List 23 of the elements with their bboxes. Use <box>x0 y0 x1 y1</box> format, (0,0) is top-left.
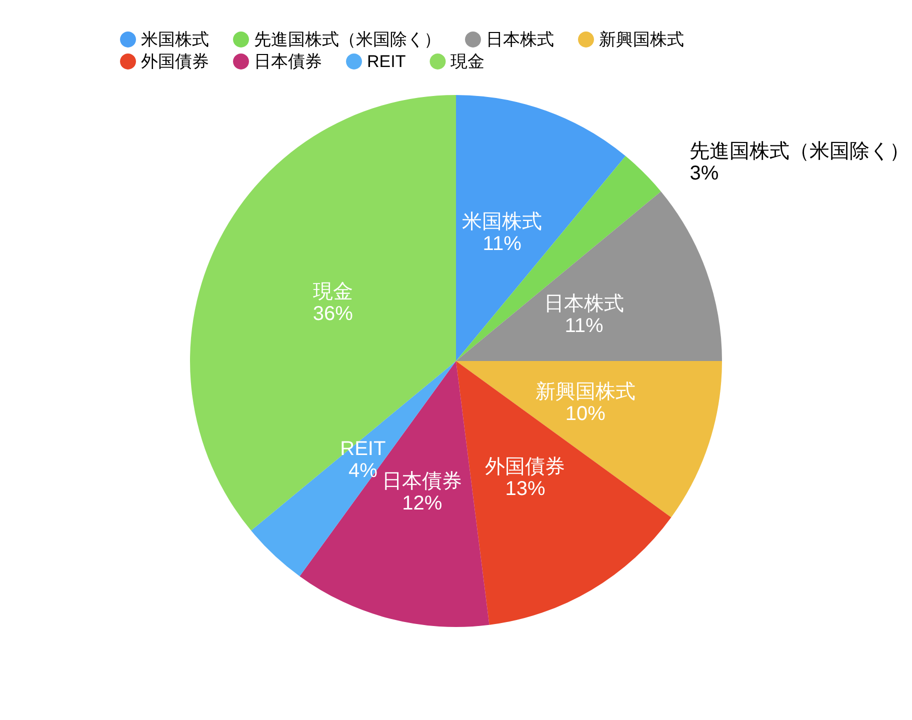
data-label: 13% <box>505 478 546 500</box>
data-label: 36% <box>312 303 354 326</box>
legend-label: 新興国株式 <box>599 30 684 49</box>
data-label: 11% <box>482 233 522 256</box>
slice-label: 外国債券 <box>485 456 566 478</box>
slice-label: 日本債券 <box>382 470 462 493</box>
legend-label: 日本債券 <box>254 52 322 71</box>
data-label: 3% <box>690 162 719 184</box>
data-label: 11% <box>564 314 604 337</box>
legend-label: 米国株式 <box>141 30 209 49</box>
legend-label: 日本株式 <box>486 30 554 49</box>
data-label: 4% <box>348 460 378 482</box>
legend-label: 先進国株式（米国除く） <box>254 30 441 49</box>
data-label: 12% <box>402 492 442 515</box>
legend-label: REIT <box>367 52 406 71</box>
data-label: 10% <box>565 403 606 426</box>
slice-label: 現金 <box>312 281 353 304</box>
slice-label: 米国株式 <box>462 211 542 234</box>
slice-label: 先進国株式（米国除く） <box>690 140 910 162</box>
slice-label: 新興国株式 <box>535 381 636 404</box>
slice-label: 日本株式 <box>544 292 624 315</box>
legend-label: 現金 <box>450 52 485 71</box>
legend-label: 外国債券 <box>141 52 209 71</box>
